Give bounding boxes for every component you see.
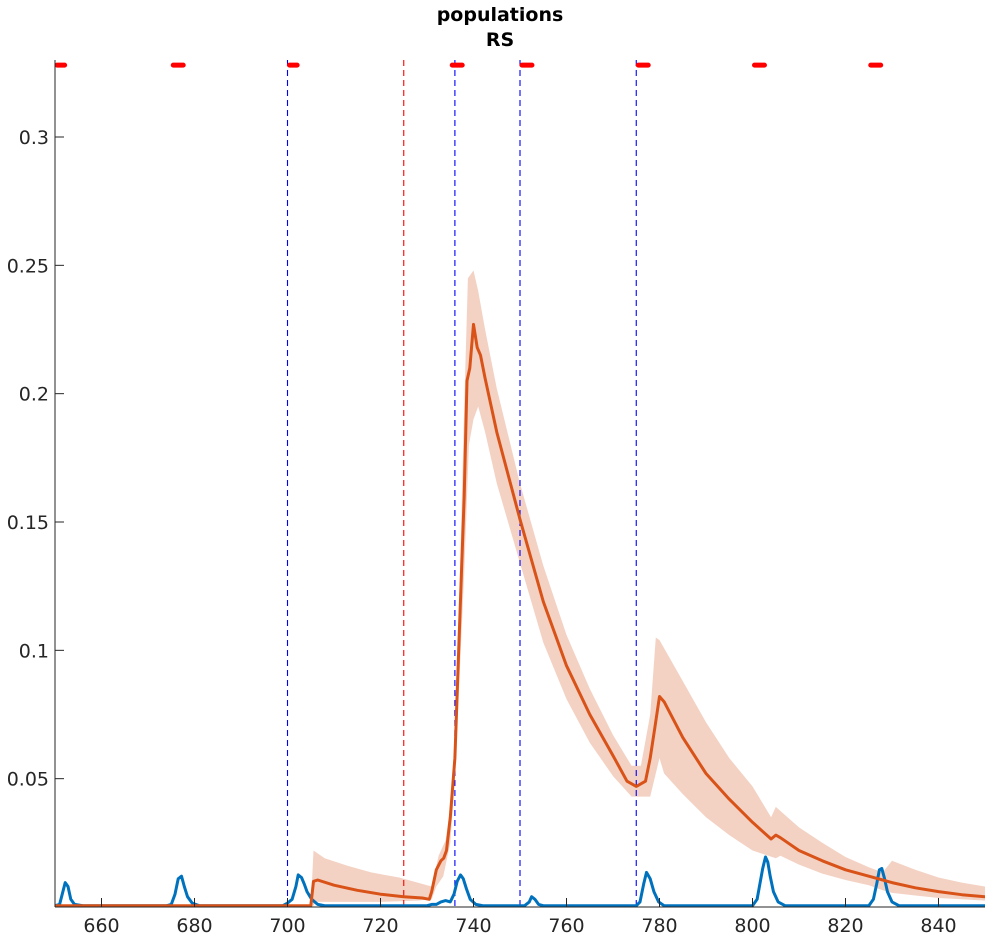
x-tick-label-700: 700 <box>269 915 305 937</box>
axis-layer: 660 680 700 720 740 760 780 800 820 840 0.05 0.1 0.1… <box>7 60 985 937</box>
y-tick-label-4: 0.2 <box>19 384 49 406</box>
x-tick-label-720: 720 <box>362 915 398 937</box>
y-tick-label-1: 0.05 <box>7 769 49 791</box>
series-line-1 <box>55 855 985 907</box>
chart-title-line-2: RS <box>485 29 515 51</box>
confidence-band-layer <box>310 270 985 906</box>
y-tick-label-3: 0.15 <box>7 512 49 534</box>
x-tick-label-780: 780 <box>641 915 677 937</box>
x-tick-label-800: 800 <box>734 915 770 937</box>
x-tick-label-740: 740 <box>455 915 491 937</box>
series-line-2 <box>55 322 985 907</box>
series-layer <box>55 322 985 907</box>
y-tick-label-6: 0.3 <box>19 127 49 149</box>
vertical-marker-layer <box>286 60 637 907</box>
y-tick-label-5: 0.25 <box>7 255 49 277</box>
y-tick-label-2: 0.1 <box>19 640 49 662</box>
x-tick-label-660: 660 <box>83 915 119 937</box>
chart-title-line-1: populations <box>436 4 564 26</box>
x-tick-label-820: 820 <box>827 915 863 937</box>
x-tick-label-840: 840 <box>920 915 956 937</box>
confidence-band <box>310 270 985 906</box>
x-tick-label-680: 680 <box>176 915 212 937</box>
x-tick-label-760: 760 <box>548 915 584 937</box>
